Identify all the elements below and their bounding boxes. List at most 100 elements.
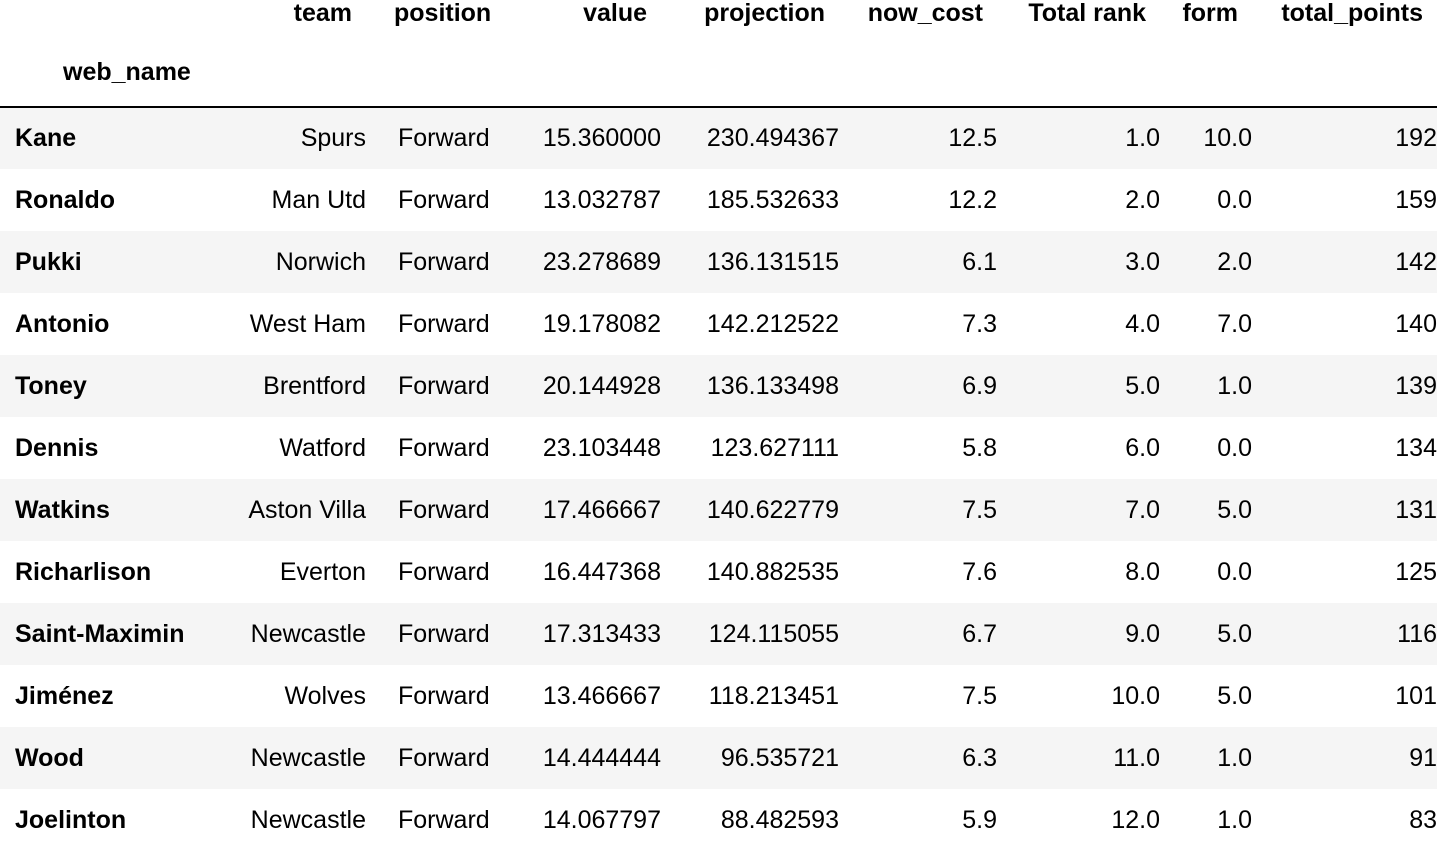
cell-form: 5.0 [1217,619,1252,648]
cell-value: 23.103448 [542,433,661,462]
row-index-cell: Antonio [15,309,110,338]
cell-total-rank: 3.0 [1125,247,1160,276]
cell-value: 19.178082 [542,309,661,338]
cell-now-cost: 12.5 [948,124,997,152]
cell-now-cost: 7.5 [962,681,997,710]
cell-now-cost: 7.5 [962,495,997,524]
table-row: Ronaldo Man Utd Forward 13.032787 185.532633… [0,169,1437,231]
cell-form: 0.0 [1217,433,1252,462]
cell-value: 15.360000 [542,124,661,152]
cell-team: Brentford [263,371,366,400]
cell-total-rank: 4.0 [1125,309,1160,338]
row-index-cell: Watkins [15,495,110,524]
cell-form: 10.0 [1203,124,1252,152]
cell-value: 13.032787 [542,185,661,214]
cell-value: 13.466667 [542,681,661,710]
cell-team: Watford [279,433,366,462]
cell-team: West Ham [249,309,366,338]
cell-total-points: 192 [1395,124,1437,152]
row-index-cell: Jiménez [15,681,114,710]
cell-total-rank: 12.0 [1111,805,1160,834]
row-index-cell: Joelinton [15,805,127,834]
cell-total-points: 142 [1395,247,1437,276]
column-header: projection [704,0,825,27]
cell-total-rank: 8.0 [1125,557,1160,586]
row-index-cell: Pukki [15,247,82,276]
cell-now-cost: 7.6 [962,557,997,586]
table-row: Pukki Norwich Forward 23.278689 136.131515 6.… [0,231,1437,293]
cell-team: Norwich [275,247,366,276]
column-header: value [583,0,647,27]
cell-position: Forward [398,433,490,462]
cell-position: Forward [398,805,490,834]
cell-form: 0.0 [1217,557,1252,586]
cell-total-points: 116 [1397,619,1437,648]
cell-total-points: 140 [1395,309,1437,338]
cell-total-points: 139 [1395,371,1437,400]
cell-projection: 96.535721 [720,743,839,772]
cell-total-points: 131 [1395,495,1437,524]
table-row: Wood Newcastle Forward 14.444444 96.535721 6.… [0,727,1437,789]
cell-form: 1.0 [1217,805,1252,834]
column-header: now_cost [867,0,983,27]
cell-now-cost: 6.3 [962,743,997,772]
cell-value: 20.144928 [542,371,661,400]
column-header-row: team position value projection now_cost … [0,0,1437,38]
cell-projection: 230.494367 [706,124,839,152]
cell-position: Forward [398,247,490,276]
cell-total-points: 159 [1395,185,1437,214]
column-header: team [293,0,352,27]
cell-value: 14.444444 [542,743,661,772]
cell-value: 23.278689 [542,247,661,276]
header-blank [0,0,221,38]
cell-team: Newcastle [250,619,366,648]
cell-total-points: 134 [1395,433,1437,462]
cell-team: Spurs [300,124,366,152]
cell-team: Everton [279,557,366,586]
cell-total-rank: 6.0 [1125,433,1160,462]
cell-now-cost: 5.8 [962,433,997,462]
table-row: Watkins Aston Villa Forward 17.466667 140.62… [0,479,1437,541]
cell-projection: 185.532633 [706,185,839,214]
cell-total-points: 91 [1409,743,1437,772]
cell-team: Aston Villa [248,495,366,524]
table-row: Saint-Maximin Newcastle Forward 17.313433 12… [0,603,1437,665]
cell-total-rank: 2.0 [1125,185,1160,214]
cell-form: 1.0 [1217,371,1252,400]
cell-total-points: 83 [1409,805,1437,834]
cell-total-points: 101 [1395,681,1437,710]
cell-projection: 123.627111 [710,433,839,462]
row-index-cell: Kane [15,124,77,152]
cell-form: 1.0 [1217,743,1252,772]
cell-projection: 136.131515 [706,247,839,276]
table-header: team position value projection now_cost … [0,0,1437,108]
cell-position: Forward [398,185,490,214]
cell-team: Newcastle [250,743,366,772]
cell-team: Man Utd [271,185,366,214]
cell-position: Forward [398,124,490,152]
cell-projection: 136.133498 [706,371,839,400]
row-index-cell: Richarlison [15,557,152,586]
cell-form: 5.0 [1217,495,1252,524]
row-index-cell: Ronaldo [15,185,115,214]
header-blank [661,38,839,108]
cell-projection: 142.212522 [706,309,839,338]
column-header: Total rank [1028,0,1146,27]
cell-position: Forward [398,371,490,400]
cell-projection: 124.115055 [708,619,839,648]
table-row: Jiménez Wolves Forward 13.466667 118.213451 7… [0,665,1437,727]
index-name-header: web_name [0,38,221,108]
cell-projection: 118.213451 [708,681,839,710]
cell-total-points: 125 [1395,557,1437,586]
table-row: Richarlison Everton Forward 16.447368 140.88… [0,541,1437,603]
cell-position: Forward [398,743,490,772]
header-blank [503,38,661,108]
column-header: position [394,0,492,27]
cell-value: 16.447368 [542,557,661,586]
column-header: total_points [1281,0,1423,27]
cell-position: Forward [398,495,490,524]
header-blank [1252,38,1437,108]
cell-position: Forward [398,309,490,338]
header-blank [997,38,1160,108]
